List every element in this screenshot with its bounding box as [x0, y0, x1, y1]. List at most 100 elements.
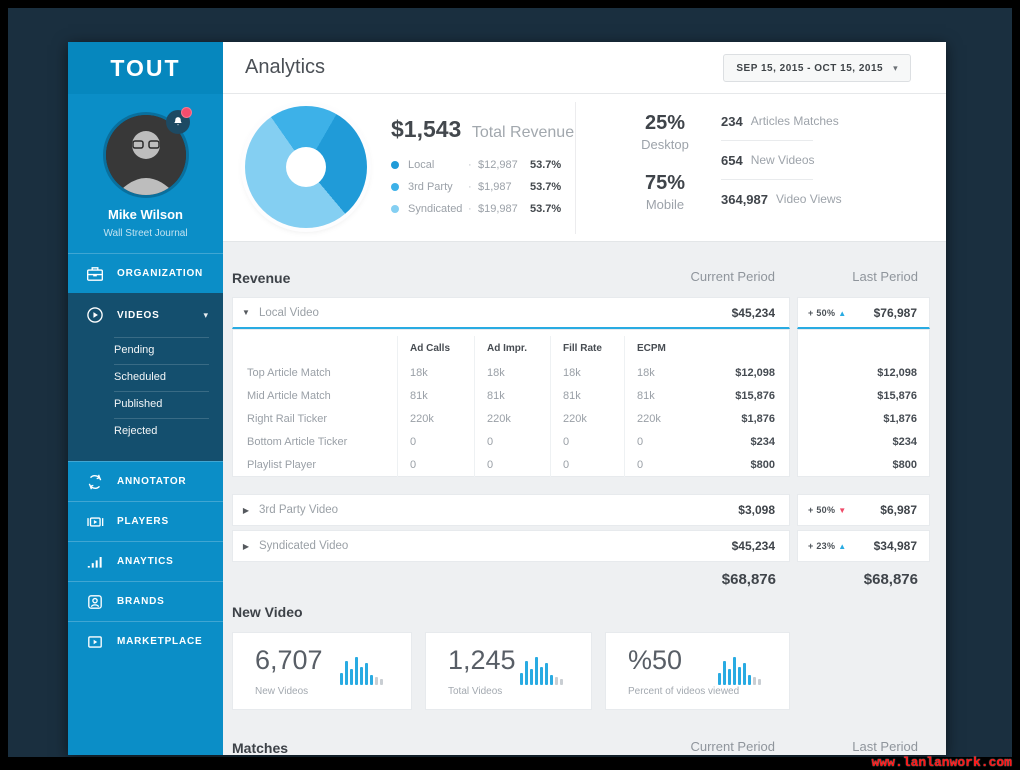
legend-dot	[391, 161, 399, 169]
legend-item: Syndicated · $19,987 53.7%	[391, 198, 561, 220]
legend-separator: ·	[468, 159, 472, 171]
revenue-total-current: $68,876	[721, 571, 776, 588]
revenue-heading: Revenue	[232, 270, 291, 286]
total-revenue-label: Total Revenue	[471, 124, 575, 141]
row-current-value: $3,098	[738, 503, 775, 517]
revenue-donut	[245, 106, 367, 228]
detail-last-value: $800	[892, 459, 917, 471]
collapse-caret-icon[interactable]: ▼	[242, 308, 250, 317]
loop-arrows-icon	[86, 473, 104, 491]
legend-percent: 53.7%	[530, 181, 562, 193]
date-range-label: SEP 15, 2015 - OCT 15, 2015	[736, 62, 884, 74]
sidebar-item-brands[interactable]: BRANDS	[68, 581, 223, 621]
metric-label: Percent of videos viewed	[628, 686, 740, 697]
last-period-label: Last Period	[852, 739, 918, 754]
bell-icon	[174, 117, 182, 126]
change-percent: + 23%	[808, 541, 836, 551]
detail-cell: 220k	[550, 408, 624, 431]
desktop-percent: 25%	[644, 112, 686, 134]
detail-col-header: Ad Calls	[397, 336, 474, 362]
chart-legend: Local · $12,987 53.7% 3rd Party · $1,987…	[391, 154, 561, 220]
last-period-3rd-party-video: + 50% ▼ $6,987	[797, 494, 930, 526]
row-last-value: $34,987	[873, 539, 917, 553]
sidebar-item-players[interactable]: PLAYERS	[68, 501, 223, 541]
topbar: Analytics SEP 15, 2015 - OCT 15, 2015 ▾	[223, 42, 946, 94]
revenue-row-local-video[interactable]: ▼ Local Video $45,234	[232, 297, 790, 329]
revenue-total-last: $68,876	[863, 571, 918, 588]
expand-caret-icon[interactable]: ▶	[242, 505, 250, 515]
date-range-button[interactable]: SEP 15, 2015 - OCT 15, 2015 ▾	[723, 54, 911, 82]
detail-cell: 0	[474, 431, 550, 454]
sub-item-label: Scheduled	[114, 371, 166, 383]
video-player-icon	[86, 513, 104, 531]
logo[interactable]: TOUT	[68, 42, 223, 94]
detail-last-value: $15,876	[877, 390, 917, 402]
sidebar-item-label: BRANDS	[117, 596, 165, 607]
watermark: www.lanlanwork.com	[871, 755, 1012, 770]
notifications-button[interactable]	[166, 107, 192, 134]
revenue-row-syndicated-video[interactable]: ▶ Syndicated Video $45,234	[232, 530, 790, 562]
sidebar-item-label: ORGANIZATION	[117, 268, 204, 279]
sub-item-label: Rejected	[114, 425, 158, 437]
sidebar-item-marketplace[interactable]: MARKETPLACE	[68, 621, 223, 661]
detail-col-header: ECPM	[624, 336, 698, 362]
local-video-detail-last-period: $12,098 $15,876 $1,876 $234 $800	[797, 329, 930, 477]
metric-card-percent-viewed[interactable]: %50 Percent of videos viewed	[605, 632, 790, 710]
last-period-syndicated-video: + 23% ▲ $34,987	[797, 530, 930, 562]
legend-amount: $1,987	[478, 181, 512, 193]
app-window: TOUT	[68, 42, 946, 755]
mobile-label: Mobile	[645, 197, 685, 212]
sidebar-item-pending[interactable]: Pending	[68, 337, 223, 364]
stat-divider	[721, 179, 813, 180]
detail-cell: 81k	[397, 385, 474, 408]
sidebar-item-organization[interactable]: ORGANIZATION	[68, 253, 223, 293]
detail-row-label: Mid Article Match	[247, 390, 331, 402]
legend-percent: 53.7%	[530, 203, 562, 215]
stat-value: 234	[721, 113, 743, 129]
sidebar-item-annotator[interactable]: ANNOTATOR	[68, 461, 223, 501]
sidebar-item-published[interactable]: Published	[68, 391, 223, 418]
metric-card-new-videos[interactable]: 6,707 New Videos	[232, 632, 412, 710]
detail-cell: 0	[474, 454, 550, 477]
legend-name: 3rd Party	[408, 181, 453, 193]
briefcase-icon	[86, 265, 104, 283]
detail-cell: 0	[624, 431, 698, 454]
detail-row-value: $15,876	[735, 390, 775, 402]
legend-item: Local · $12,987 53.7%	[391, 154, 561, 176]
stat-label: Video Views	[776, 192, 842, 206]
current-period-label: Current Period	[690, 739, 775, 754]
detail-row-label: Right Rail Ticker	[247, 413, 328, 425]
bar-chart-icon	[86, 553, 104, 571]
detail-row-value: $12,098	[735, 367, 775, 379]
detail-cell: 18k	[624, 362, 698, 385]
detail-col-header: Fill Rate	[550, 336, 624, 362]
last-period-label: Last Period	[852, 269, 918, 284]
revenue-row-3rd-party-video[interactable]: ▶ 3rd Party Video $3,098	[232, 494, 790, 526]
play-circle-icon	[86, 306, 104, 324]
detail-cell: 220k	[624, 408, 698, 431]
main-content: Analytics SEP 15, 2015 - OCT 15, 2015 ▾ …	[223, 42, 946, 755]
metric-card-total-videos[interactable]: 1,245 Total Videos	[425, 632, 592, 710]
expand-caret-icon[interactable]: ▶	[242, 541, 250, 551]
detail-cell: 81k	[624, 385, 698, 408]
detail-row-label: Bottom Article Ticker	[247, 436, 348, 448]
sidebar-item-label: VIDEOS	[117, 309, 160, 321]
vertical-divider	[575, 102, 576, 234]
user-name: Mike Wilson	[107, 207, 183, 222]
detail-col-header: Ad Impr.	[474, 336, 550, 362]
sidebar-item-label: MARKETPLACE	[117, 636, 203, 647]
change-badge: + 50% ▼	[808, 505, 847, 515]
sidebar-item-anaytics[interactable]: ANAYTICS	[68, 541, 223, 581]
mini-bar-chart	[520, 655, 565, 685]
desktop-label: Desktop	[641, 137, 689, 152]
legend-dot	[391, 183, 399, 191]
detail-cell: 18k	[397, 362, 474, 385]
sidebar-item-rejected[interactable]: Rejected	[68, 418, 223, 445]
sidebar-item-scheduled[interactable]: Scheduled	[68, 364, 223, 391]
trend-down-icon: ▼	[838, 506, 847, 515]
detail-row-value: $234	[750, 436, 775, 448]
detail-cell: 220k	[397, 408, 474, 431]
sidebar-item-videos[interactable]: VIDEOS ▾	[68, 293, 223, 337]
change-percent: + 50%	[808, 505, 836, 515]
